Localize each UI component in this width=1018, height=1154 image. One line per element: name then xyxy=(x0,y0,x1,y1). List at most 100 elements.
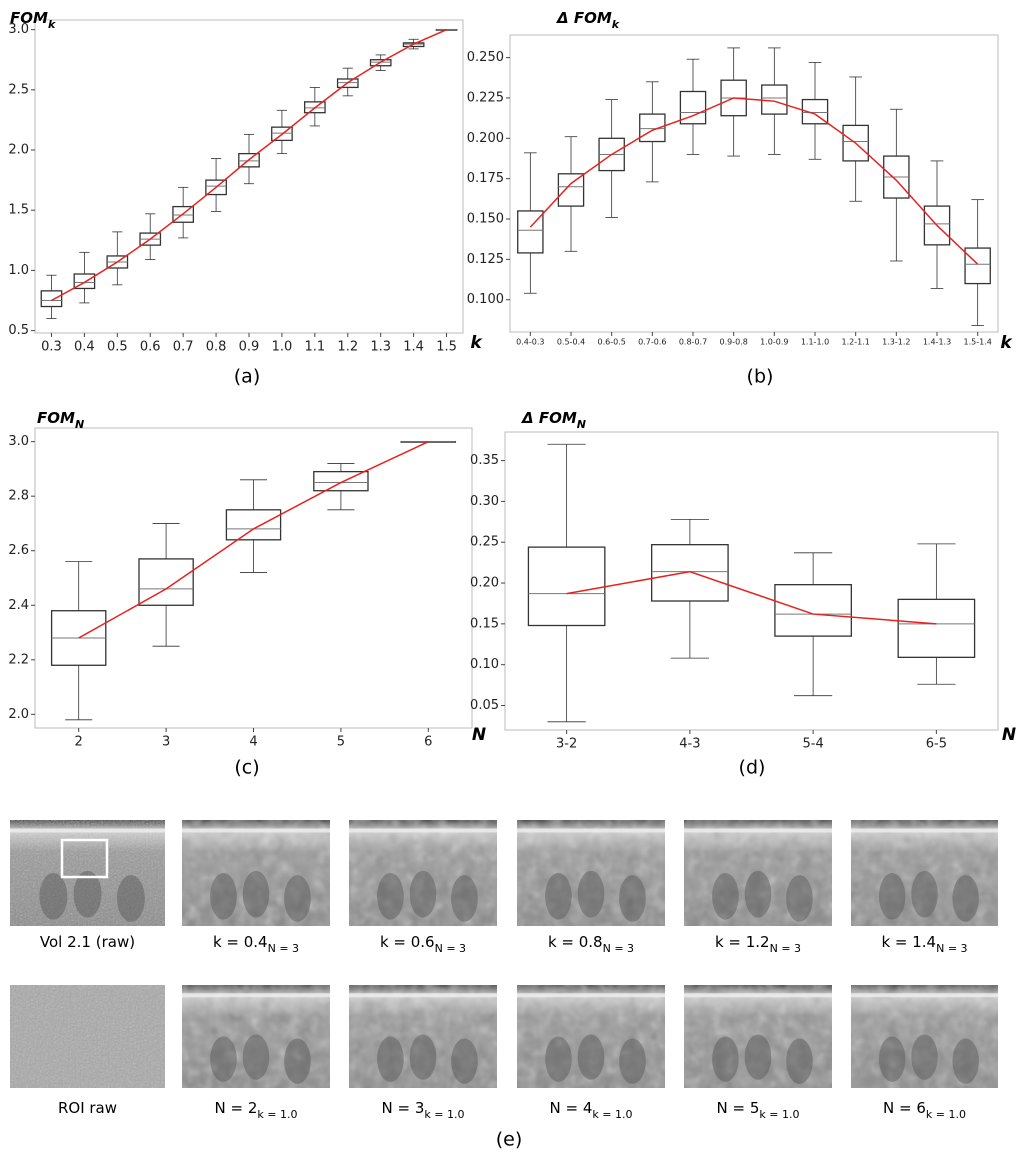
caption-main: k = 0.8 xyxy=(548,933,603,951)
caption-sub: N = 3 xyxy=(770,942,801,955)
x-axis-label: k xyxy=(1000,333,1013,353)
image-base xyxy=(10,985,165,1088)
x-tick-label: 6-5 xyxy=(926,737,947,752)
image-base xyxy=(517,820,665,926)
box xyxy=(313,470,369,492)
thumbnail xyxy=(517,985,665,1088)
y-tick-label: 0.125 xyxy=(467,252,504,267)
panel-label: (e) xyxy=(496,1129,523,1151)
thumbnail xyxy=(10,820,165,926)
dark-region xyxy=(577,1034,605,1080)
y-tick-label: 2.5 xyxy=(8,82,29,97)
plot-frame xyxy=(509,34,999,333)
x-tick-label: 0.3 xyxy=(41,340,62,355)
image-caption: k = 1.4N = 3 xyxy=(881,933,967,955)
box xyxy=(923,205,951,246)
box xyxy=(517,210,544,254)
surface xyxy=(684,828,832,833)
box xyxy=(138,558,194,606)
box xyxy=(336,78,359,89)
caption-main: N = 4 xyxy=(550,1099,593,1117)
image-base xyxy=(517,985,665,1088)
image-base xyxy=(182,985,330,1088)
image-base xyxy=(349,985,497,1088)
y-tick-label: 2.0 xyxy=(8,143,29,158)
image-caption: N = 3k = 1.0 xyxy=(382,1099,465,1121)
x-tick-label: 0.6-0.5 xyxy=(597,338,625,347)
surface xyxy=(349,993,497,998)
y-tick-label: 1.5 xyxy=(8,203,29,218)
dark-region xyxy=(577,870,605,918)
x-tick-label: 0.7 xyxy=(173,340,194,355)
dark-region xyxy=(911,1034,938,1080)
dark-region xyxy=(116,875,145,922)
y-tick-label: 0.15 xyxy=(470,616,499,631)
title-sub: N xyxy=(75,418,84,431)
caption-main: k = 1.2 xyxy=(715,933,770,951)
box xyxy=(679,90,707,125)
thumbnail xyxy=(684,820,832,926)
x-axis-label: N xyxy=(472,725,486,745)
caption-sub: k = 1.0 xyxy=(759,1108,799,1121)
box xyxy=(774,584,852,637)
caption-main: N = 3 xyxy=(382,1099,425,1117)
x-tick-label: 1.0 xyxy=(272,340,293,355)
thumbnail xyxy=(10,985,165,1088)
title-main: FOM xyxy=(37,409,75,427)
thumbnail xyxy=(851,985,998,1088)
image-caption: k = 0.6N = 3 xyxy=(380,933,466,955)
x-tick-label: 0.8 xyxy=(206,340,227,355)
x-tick-label: 1.2-1.1 xyxy=(841,338,869,347)
dark-region xyxy=(744,870,772,918)
box xyxy=(73,273,96,290)
panel-label: (b) xyxy=(747,366,774,388)
box xyxy=(172,205,195,223)
dark-region xyxy=(377,873,404,920)
image-base xyxy=(851,820,998,926)
y-tick-label: 0.5 xyxy=(8,323,29,338)
x-tick-label: 5-4 xyxy=(803,737,824,752)
title-sub: N xyxy=(577,418,586,431)
thumbnail xyxy=(684,985,832,1088)
x-tick-label: 4 xyxy=(249,735,257,750)
y-tick-label: 2.2 xyxy=(8,652,29,667)
x-tick-label: 1.4 xyxy=(403,340,424,355)
dark-region xyxy=(619,1038,646,1084)
y-tick-label: 1.0 xyxy=(8,263,29,278)
chart-title: FOMN xyxy=(37,409,84,431)
caption-sub: k = 1.0 xyxy=(592,1108,632,1121)
y-tick-label: 0.150 xyxy=(467,212,504,227)
thumbnail xyxy=(182,985,330,1088)
box xyxy=(205,179,227,196)
surface xyxy=(684,993,832,998)
x-tick-label: 1.4-1.3 xyxy=(923,338,951,347)
dark-region xyxy=(712,1036,739,1082)
dark-region xyxy=(786,1038,813,1084)
title-sub: k xyxy=(612,18,620,31)
x-tick-label: 1.1 xyxy=(305,340,326,355)
panel-label: (d) xyxy=(739,757,766,779)
box xyxy=(651,544,729,602)
thumbnail xyxy=(349,985,497,1088)
dark-region xyxy=(377,1036,404,1082)
image-caption: N = 5k = 1.0 xyxy=(717,1099,800,1121)
caption-sub: N = 3 xyxy=(435,942,466,955)
box xyxy=(801,98,829,125)
mean-line xyxy=(566,570,937,625)
x-tick-label: 1.0-0.9 xyxy=(760,338,788,347)
dark-region xyxy=(911,870,938,918)
box xyxy=(369,59,392,67)
box xyxy=(897,598,976,658)
image-base xyxy=(684,820,832,926)
caption-sub: N = 3 xyxy=(936,942,967,955)
mean-line xyxy=(78,440,429,639)
box xyxy=(964,247,991,285)
y-tick-label: 0.35 xyxy=(470,453,499,468)
dark-region xyxy=(284,1038,311,1084)
dark-region xyxy=(712,873,739,920)
x-axis-label: k xyxy=(470,333,483,353)
box xyxy=(761,84,788,115)
box xyxy=(40,290,63,308)
dark-region xyxy=(39,873,68,920)
x-tick-label: 0.5 xyxy=(107,340,128,355)
